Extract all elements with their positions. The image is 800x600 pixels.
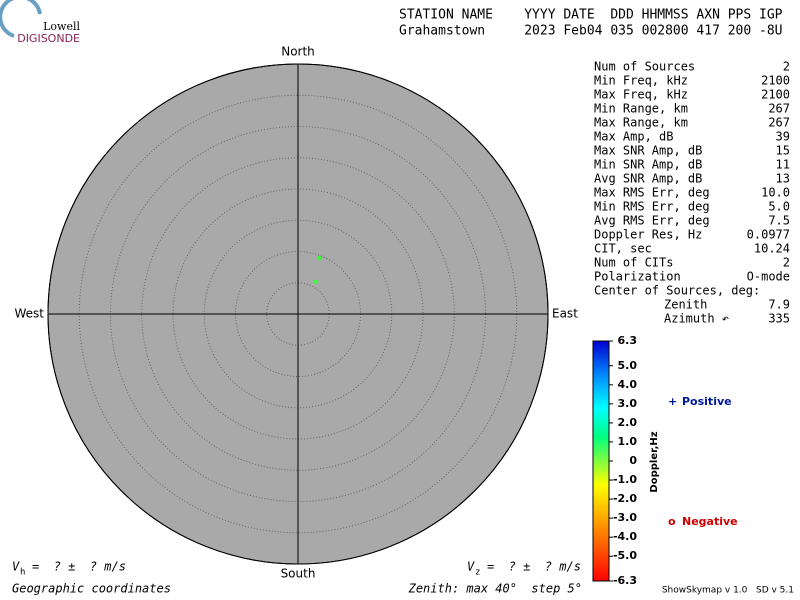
footer-version: ShowSkymap v 1.0 SD v 5.1 — [662, 586, 794, 596]
stat-label: Polarization — [594, 270, 681, 284]
colorbar-label: Doppler,Hz — [649, 431, 660, 492]
colorbar-tick-label: 0 — [629, 454, 637, 467]
stat-value: 10.0 — [761, 186, 790, 200]
logo-top: Lowell — [43, 20, 80, 33]
stat-label: Max SNR Amp, dB — [594, 144, 702, 158]
header-labels: STATION NAME YYYY DATE DDD HHMMSS AXN PP… — [399, 8, 783, 23]
colorbar-tick-label: 5.0 — [618, 359, 638, 372]
colorbar-tick-label: 6.3 — [618, 334, 638, 347]
stat-label: Min Freq, kHz — [594, 74, 688, 88]
colorbar-tick-label: -6.3 — [613, 574, 637, 587]
footer-zenith: Zenith: max 40° step 5° — [408, 582, 582, 596]
legend-label: Positive — [682, 395, 732, 408]
source-point — [317, 255, 322, 260]
stat-value: 2100 — [761, 88, 790, 102]
stat-label: Zenith — [664, 298, 707, 312]
stat-label: Max Freq, kHz — [594, 88, 688, 102]
stat-label: Avg RMS Err, deg — [594, 214, 710, 228]
legend-symbol: + — [668, 395, 677, 408]
stat-value: 10.24 — [754, 242, 790, 256]
legend-label: Negative — [682, 515, 738, 528]
velocity-value: = ? ± ? m/s — [487, 560, 581, 574]
stat-value: 2 — [783, 60, 790, 74]
stat-label: Center of Sources, deg: — [594, 284, 760, 298]
stat-label: Max RMS Err, deg — [594, 186, 710, 200]
stat-label: Min RMS Err, deg — [594, 200, 710, 214]
stat-label: Num of CITs — [594, 256, 673, 270]
dir-south: South — [281, 567, 316, 581]
source-point — [313, 279, 318, 284]
colorbar-tick-label: 2.0 — [618, 416, 638, 429]
velocity-sub: z — [475, 568, 480, 578]
colorbar-tick-label: -3.0 — [613, 511, 637, 524]
velocity-sub: h — [20, 568, 25, 578]
colorbar-tick-label: -1.0 — [613, 473, 637, 486]
dir-east: East — [552, 307, 578, 321]
stat-label: Doppler Res, Hz — [594, 228, 702, 242]
stat-value: 11 — [776, 158, 790, 172]
logo-bottom: DIGISONDE — [17, 32, 80, 45]
velocity-value: = ? ± ? m/s — [32, 560, 126, 574]
dir-west: West — [14, 307, 44, 321]
stat-value: 335 — [768, 312, 790, 326]
footer-coords: Geographic coordinates — [12, 582, 171, 596]
colorbar-tick-label: -5.0 — [613, 549, 637, 562]
stat-value: 267 — [768, 102, 790, 116]
stat-value: 267 — [768, 116, 790, 130]
colorbar-tick-label: 3.0 — [618, 397, 638, 410]
stat-label: CIT, sec — [594, 242, 652, 256]
colorbar-tick-label: 4.0 — [618, 378, 638, 391]
stat-label: Min SNR Amp, dB — [594, 158, 702, 172]
stat-value: 0.0977 — [747, 228, 790, 242]
stat-value: 15 — [776, 144, 790, 158]
colorbar-tick-label: -4.0 — [613, 530, 637, 543]
stat-label: Min Range, km — [594, 102, 688, 116]
colorbar — [592, 340, 610, 582]
colorbar-tick-label: 1.0 — [618, 435, 638, 448]
stat-value: 13 — [776, 172, 790, 186]
stat-label: Azimuth ↶ — [664, 312, 729, 326]
colorbar-tick-label: -2.0 — [613, 492, 637, 505]
stat-label: Avg SNR Amp, dB — [594, 172, 702, 186]
stat-value: 5.0 — [768, 200, 790, 214]
header-values: Grahamstown 2023 Feb04 035 002800 417 20… — [399, 24, 783, 39]
stat-value: 39 — [776, 130, 790, 144]
stat-label: Max Range, km — [594, 116, 688, 130]
stat-value: O-mode — [747, 270, 790, 284]
stat-value: 7.9 — [768, 298, 790, 312]
stat-value: 7.5 — [768, 214, 790, 228]
stat-value: 2100 — [761, 74, 790, 88]
legend-symbol: o — [668, 515, 676, 528]
stat-label: Num of Sources — [594, 60, 695, 74]
dir-north: North — [281, 45, 315, 59]
logo-arc — [0, 0, 42, 38]
stat-label: Max Amp, dB — [594, 130, 673, 144]
velocity-symbol: V — [12, 560, 20, 574]
stat-value: 2 — [783, 256, 790, 270]
velocity-symbol: V — [467, 560, 475, 574]
